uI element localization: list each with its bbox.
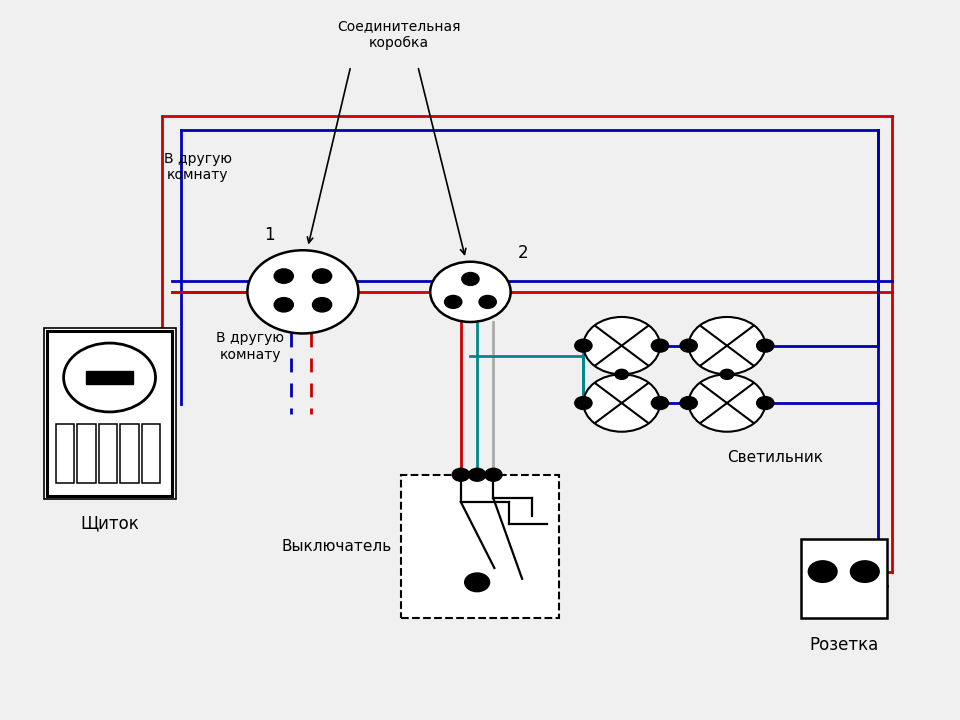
Circle shape xyxy=(465,573,490,592)
Text: В другую
комнату: В другую комнату xyxy=(216,331,284,361)
Circle shape xyxy=(720,369,733,379)
Bar xyxy=(78,424,96,483)
Bar xyxy=(56,424,74,483)
Circle shape xyxy=(584,317,660,374)
Circle shape xyxy=(688,374,765,432)
Circle shape xyxy=(688,317,765,374)
Circle shape xyxy=(275,269,294,283)
Bar xyxy=(43,328,176,499)
Circle shape xyxy=(680,397,697,410)
Text: 2: 2 xyxy=(517,244,528,262)
Circle shape xyxy=(444,295,462,308)
Text: В другую
комнату: В другую комнату xyxy=(163,152,231,182)
Circle shape xyxy=(651,339,668,352)
Circle shape xyxy=(615,369,629,379)
Circle shape xyxy=(452,468,469,481)
Circle shape xyxy=(584,374,660,432)
Circle shape xyxy=(851,561,879,582)
Bar xyxy=(120,424,138,483)
Circle shape xyxy=(575,339,592,352)
Text: 1: 1 xyxy=(264,225,275,243)
Circle shape xyxy=(248,251,358,333)
Text: Светильник: Светильник xyxy=(727,450,823,464)
Text: Розетка: Розетка xyxy=(809,636,878,654)
Bar xyxy=(142,424,160,483)
Circle shape xyxy=(756,339,774,352)
Circle shape xyxy=(808,561,837,582)
Bar xyxy=(401,474,559,618)
Circle shape xyxy=(63,343,156,412)
Circle shape xyxy=(275,297,294,312)
Circle shape xyxy=(651,397,668,410)
Bar xyxy=(99,424,117,483)
Bar xyxy=(47,331,172,496)
Circle shape xyxy=(680,339,697,352)
Circle shape xyxy=(468,468,486,481)
Circle shape xyxy=(479,295,496,308)
Circle shape xyxy=(313,297,331,312)
Circle shape xyxy=(462,272,479,285)
Circle shape xyxy=(575,397,592,410)
Text: Соединительная
коробка: Соединительная коробка xyxy=(337,19,461,50)
Bar xyxy=(801,539,887,618)
Circle shape xyxy=(485,468,502,481)
Text: Щиток: Щиток xyxy=(81,514,139,532)
Circle shape xyxy=(313,269,331,283)
Circle shape xyxy=(430,262,511,322)
Text: Выключатель: Выключатель xyxy=(281,539,392,554)
Circle shape xyxy=(756,397,774,410)
Bar xyxy=(85,371,133,384)
